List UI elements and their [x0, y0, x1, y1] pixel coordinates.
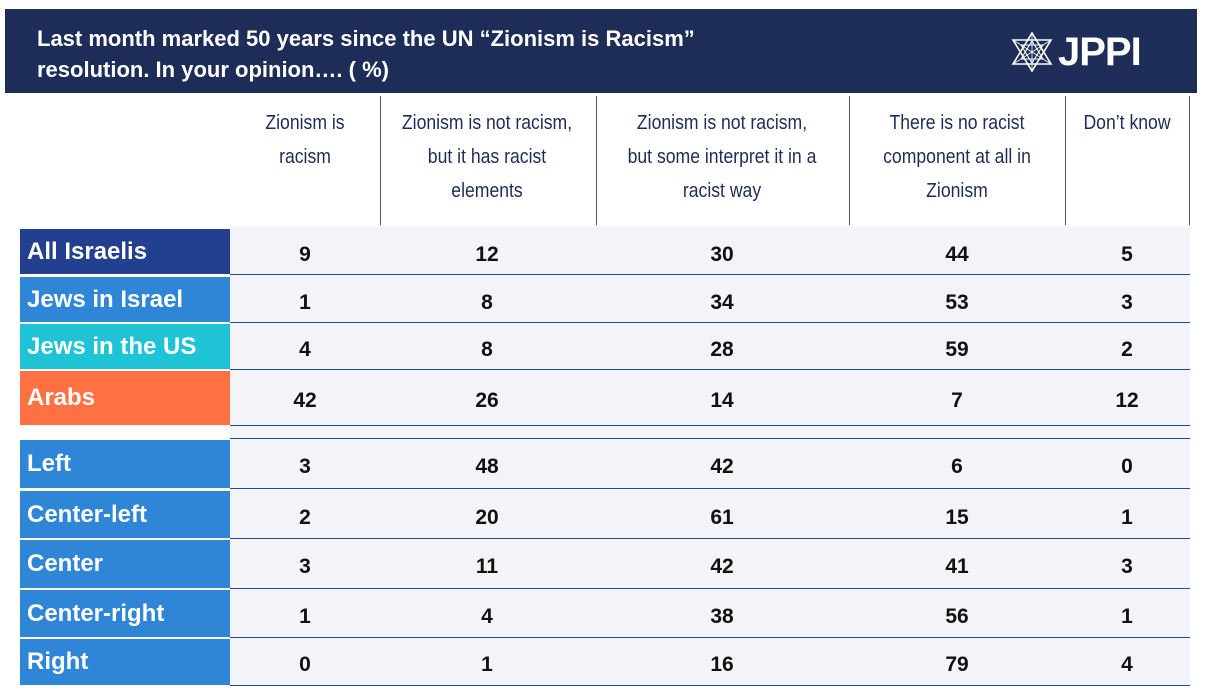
table-cell: 4 — [1121, 653, 1133, 676]
row-divider — [230, 274, 1190, 275]
row-label: Center-right — [20, 590, 230, 637]
table-cell: 14 — [710, 389, 734, 412]
table-cell: 48 — [475, 455, 499, 478]
column-header-4-line-1: There is no racist — [889, 112, 1025, 134]
row-label: Right — [20, 639, 230, 685]
table-cell: 28 — [710, 338, 734, 361]
jppi-logo: JPPI — [1010, 29, 1185, 75]
table-cell: 26 — [475, 389, 499, 412]
title-banner: Last month marked 50 years since the UN … — [5, 9, 1197, 93]
table-cell: 1 — [481, 653, 493, 676]
table-cell: 8 — [481, 291, 493, 314]
column-header-3-line-3: racist way — [682, 180, 762, 202]
table-cell: 20 — [475, 506, 499, 529]
table-background — [230, 227, 1190, 686]
header-divider — [1189, 96, 1190, 225]
column-header-3-line-2: but some interpret it in a — [627, 146, 817, 168]
column-header-2-line-3: elements — [451, 180, 523, 202]
table-cell: 44 — [945, 243, 969, 266]
table-cell: 42 — [710, 555, 734, 578]
table-cell: 3 — [1121, 555, 1133, 578]
table-cell: 8 — [481, 338, 493, 361]
row-label: Jews in the US — [20, 324, 230, 369]
table-cell: 1 — [1121, 506, 1133, 529]
row-divider — [230, 322, 1190, 323]
table-cell: 0 — [1121, 455, 1133, 478]
row-label: Jews in Israel — [20, 277, 230, 322]
table-cell: 4 — [299, 338, 311, 361]
table-cell: 1 — [299, 291, 311, 314]
table-cell: 3 — [1121, 291, 1133, 314]
table-cell: 53 — [945, 291, 969, 314]
table-cell: 3 — [299, 555, 311, 578]
header-divider — [380, 96, 381, 225]
column-header-3: Zionism is not racism, but some interpret… — [616, 96, 827, 235]
header-divider — [596, 96, 597, 225]
table-cell: 34 — [710, 291, 734, 314]
column-header-4: There is no racist component at all in Zio… — [865, 96, 1050, 235]
row-divider — [230, 369, 1190, 370]
row-label: Arabs — [20, 371, 230, 425]
table-cell: 1 — [299, 605, 311, 628]
star-of-david-icon — [1011, 32, 1053, 72]
column-header-1-line-1: Zionism is — [265, 112, 345, 134]
chart-title: Last month marked 50 years since the UN … — [37, 23, 937, 85]
column-header-2-line-2: but it has racist — [427, 146, 547, 168]
table-cell: 15 — [945, 506, 969, 529]
table-cell: 16 — [710, 653, 734, 676]
header-divider — [849, 96, 850, 225]
table-cell: 42 — [293, 389, 317, 412]
table-cell: 41 — [945, 555, 969, 578]
row-label: Left — [20, 440, 230, 488]
column-header-5-line-1: Don’t know — [1083, 112, 1171, 134]
row-divider — [230, 488, 1190, 489]
table-cell: 7 — [951, 389, 963, 412]
table-cell: 42 — [710, 455, 734, 478]
table-cell: 4 — [481, 605, 493, 628]
column-header-4-line-2: component at all in — [883, 146, 1031, 168]
row-divider — [230, 685, 1190, 686]
column-header-3-line-1: Zionism is not racism, — [636, 112, 808, 134]
logo-text: JPPI — [1058, 30, 1142, 74]
table-cell: 3 — [299, 455, 311, 478]
table-cell: 12 — [475, 243, 499, 266]
table-cell: 1 — [1121, 605, 1133, 628]
row-divider — [230, 538, 1190, 539]
table-cell: 30 — [710, 243, 734, 266]
column-header-2: Zionism is not racism, but it has racist e… — [395, 96, 580, 235]
row-label: Center — [20, 540, 230, 588]
row-divider — [230, 637, 1190, 638]
table-cell: 12 — [1115, 389, 1139, 412]
table-cell: 2 — [1121, 338, 1133, 361]
table-cell: 0 — [299, 653, 311, 676]
row-label: All Israelis — [20, 229, 230, 274]
table-cell: 56 — [945, 605, 969, 628]
column-header-4-line-3: Zionism — [926, 180, 988, 202]
row-divider — [230, 588, 1190, 589]
chart-title-line-1: Last month marked 50 years since the UN … — [37, 26, 695, 51]
table-cell: 6 — [951, 455, 963, 478]
row-divider — [230, 425, 1190, 426]
header-divider — [1065, 96, 1066, 225]
label-group-gap — [20, 425, 230, 440]
table-cell: 59 — [945, 338, 969, 361]
table-cell: 11 — [475, 555, 499, 578]
table-cell: 9 — [299, 243, 311, 266]
column-header-1: Zionism is racism — [248, 96, 362, 235]
group-divider — [230, 438, 1190, 439]
table-cell: 2 — [299, 506, 311, 529]
column-header-2-line-1: Zionism is not racism, — [401, 112, 573, 134]
table-cell: 61 — [710, 506, 734, 529]
table-cell: 38 — [710, 605, 734, 628]
column-header-5: Don’t know — [1074, 96, 1180, 235]
chart-title-line-2: resolution. In your opinion…. ( %) — [37, 57, 389, 82]
row-label: Center-left — [20, 491, 230, 538]
column-header-1-line-2: racism — [279, 146, 331, 168]
table-cell: 79 — [945, 653, 969, 676]
table-cell: 5 — [1121, 243, 1133, 266]
